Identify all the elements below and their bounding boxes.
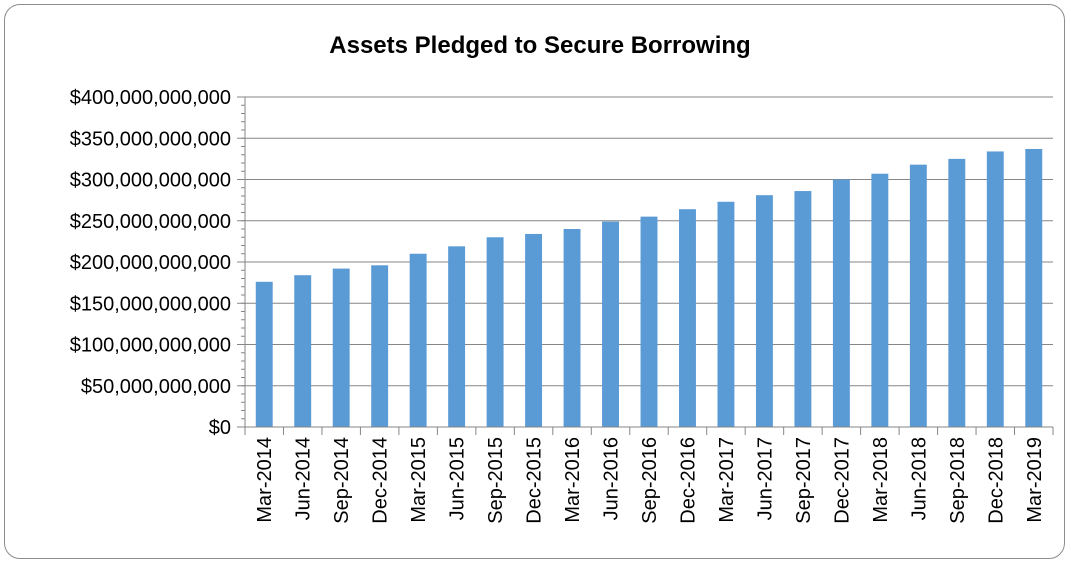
axes: [237, 96, 1054, 435]
bar: [640, 216, 658, 427]
x-tick-label: Mar-2016: [562, 437, 584, 523]
y-tick-label: $150,000,000,000: [70, 293, 231, 315]
chart-title: Assets Pledged to Secure Borrowing: [329, 32, 750, 59]
bar: [679, 209, 696, 427]
x-tick-label: Jun-2015: [447, 437, 469, 520]
x-tick-label: Sep-2015: [485, 437, 507, 524]
x-tick-labels: Mar-2014 Jun-2014 Sep-2014 Dec-2014 Mar-2015…: [254, 437, 1046, 524]
bar: [255, 281, 273, 427]
y-tick-label: $0: [209, 417, 231, 439]
x-tick-label: Jun-2018: [908, 437, 930, 520]
x-tick-label: Mar-2018: [870, 437, 892, 523]
bar: [409, 253, 427, 427]
x-tick-label: Sep-2014: [331, 437, 353, 524]
y-tick-label: $400,000,000,000: [70, 87, 231, 109]
bar: [332, 268, 350, 427]
bar: [294, 275, 312, 427]
bar: [986, 151, 1004, 427]
bar: [371, 265, 389, 427]
bar: [717, 201, 735, 427]
bar: [525, 233, 543, 427]
y-tick-label: $250,000,000,000: [70, 211, 231, 233]
x-tick-label: Mar-2019: [1024, 437, 1046, 523]
y-tick-labels: $0 $50,000,000,000 $100,000,000,000 $150,00…: [70, 87, 231, 439]
x-tick-label: Sep-2016: [639, 437, 661, 524]
bars: [255, 148, 1043, 427]
x-tick-label: Jun-2014: [293, 437, 315, 520]
bar: [755, 195, 773, 427]
x-tick-label: Sep-2018: [947, 437, 969, 524]
bar: [871, 173, 889, 427]
y-tick-label: $300,000,000,000: [70, 170, 231, 192]
x-tick-label: Mar-2015: [408, 437, 430, 523]
bar: [1025, 148, 1043, 427]
x-tick-label: Mar-2017: [716, 437, 738, 523]
x-tick-label: Mar-2014: [254, 437, 276, 523]
bar: [602, 221, 619, 427]
x-tick-label: Dec-2015: [524, 437, 546, 524]
bar: [448, 246, 466, 427]
y-tick-label: $350,000,000,000: [70, 128, 231, 150]
x-tick-label: Jun-2017: [754, 437, 776, 520]
bar: [832, 179, 850, 427]
bar: [909, 164, 927, 427]
x-tick-label: Sep-2017: [793, 437, 815, 524]
x-tick-label: Dec-2016: [677, 437, 699, 524]
y-tick-label: $100,000,000,000: [70, 335, 231, 357]
x-tick-label: Dec-2018: [985, 437, 1007, 524]
bar: [486, 237, 504, 427]
x-tick-label: Dec-2014: [370, 437, 392, 524]
bar: [948, 158, 966, 427]
y-tick-label: $200,000,000,000: [70, 252, 231, 274]
bar: [563, 229, 581, 427]
x-tick-label: Dec-2017: [831, 437, 853, 524]
bar: [794, 191, 812, 427]
y-tick-label: $50,000,000,000: [81, 376, 231, 398]
x-tick-label: Jun-2016: [601, 437, 623, 520]
